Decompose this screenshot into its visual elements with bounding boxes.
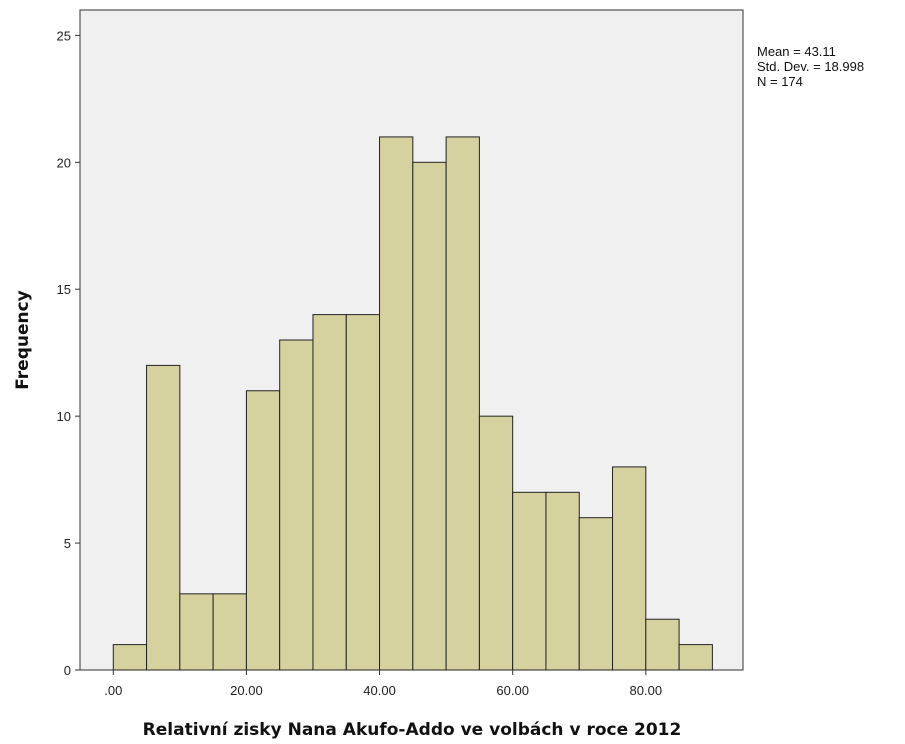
histogram-bar-12 xyxy=(512,491,547,671)
y-tick-label: 25 xyxy=(57,28,71,43)
histogram-bar-9 xyxy=(412,161,447,671)
histogram-bar-16 xyxy=(645,618,680,671)
x-tick-label: 60.00 xyxy=(496,683,529,698)
histogram-bar-4 xyxy=(245,390,281,671)
y-tick-label: 0 xyxy=(64,663,71,678)
stats-mean: Mean = 43.11 xyxy=(757,44,836,59)
histogram-bar-15 xyxy=(612,466,647,671)
x-tick-label: 40.00 xyxy=(363,683,396,698)
histogram-bar-17 xyxy=(678,644,713,671)
stats-n: N = 174 xyxy=(757,74,803,89)
x-tick-label: 80.00 xyxy=(630,683,663,698)
histogram-bar-13 xyxy=(545,491,580,671)
y-tick-label: 15 xyxy=(57,282,71,297)
histogram-bar-6 xyxy=(312,314,347,671)
x-tick-label: .00 xyxy=(104,683,122,698)
histogram-bar-10 xyxy=(445,136,480,671)
histogram-bar-11 xyxy=(478,415,514,671)
histogram-bar-7 xyxy=(345,314,381,671)
y-tick-label: 20 xyxy=(57,155,71,170)
y-axis-title: Frequency xyxy=(13,290,33,390)
histogram-bar-0 xyxy=(112,644,148,671)
histogram-bar-1 xyxy=(146,364,181,671)
stats-std-dev: Std. Dev. = 18.998 xyxy=(757,59,864,74)
histogram-bar-14 xyxy=(578,517,614,671)
histogram-bar-5 xyxy=(279,339,314,671)
x-tick-label: 20.00 xyxy=(230,683,263,698)
y-tick-label: 10 xyxy=(57,409,71,424)
x-axis-title: Relativní zisky Nana Akufo-Addo ve volbá… xyxy=(143,720,682,740)
stats-box: Mean = 43.11 Std. Dev. = 18.998 N = 174 xyxy=(757,44,864,89)
histogram-bar-3 xyxy=(212,593,247,671)
histogram-bar-8 xyxy=(379,136,414,671)
histogram-bar-2 xyxy=(179,593,214,671)
y-tick-label: 5 xyxy=(64,536,71,551)
